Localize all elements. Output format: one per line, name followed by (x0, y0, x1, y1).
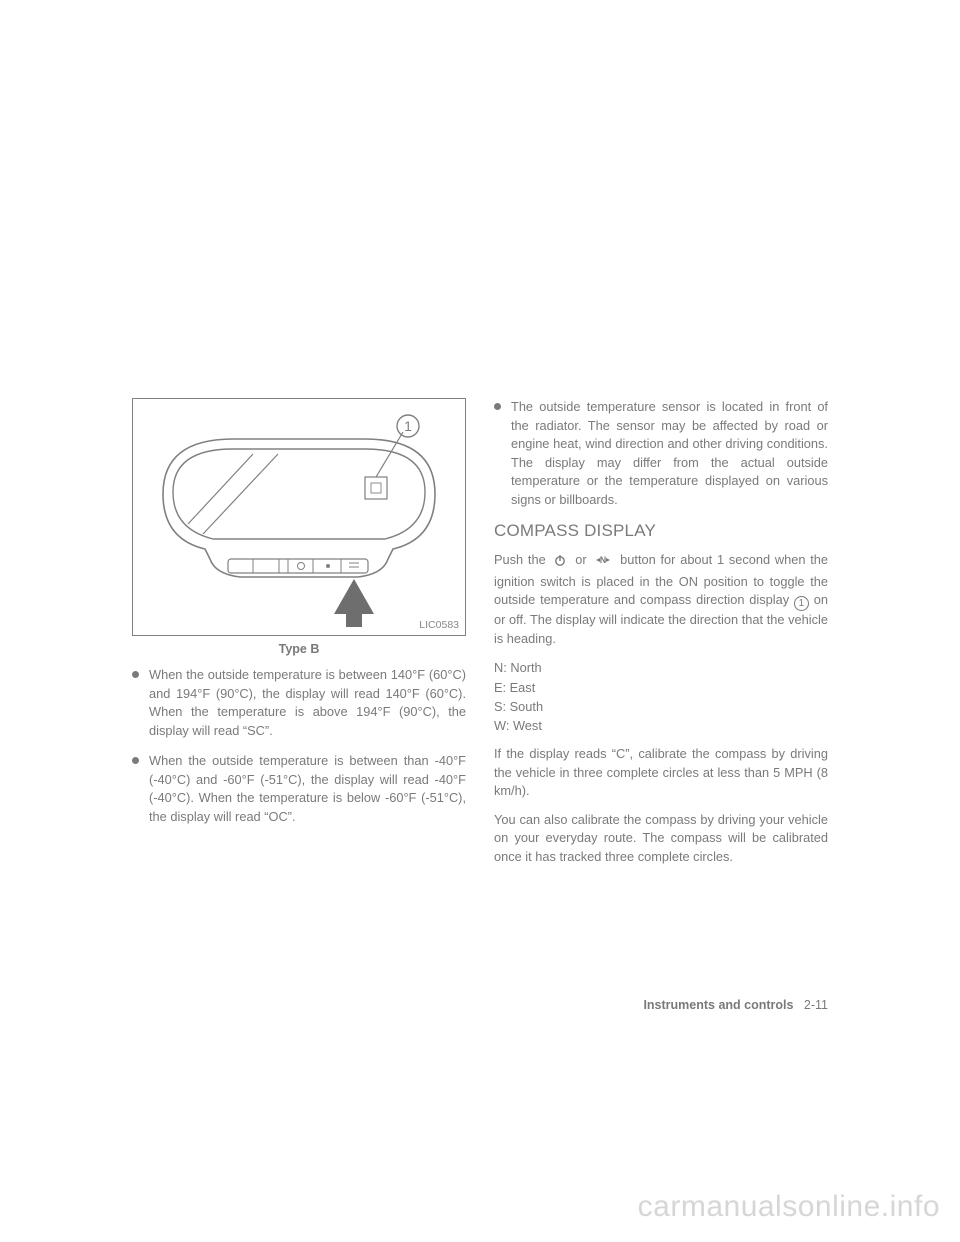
compass-n-icon: N (594, 553, 612, 573)
mirror-illustration: 1 (133, 399, 465, 635)
right-bullet-list: The outside temperature sensor is locate… (494, 398, 828, 509)
section-heading: COMPASS DISPLAY (494, 521, 828, 541)
footer-section: Instruments and controls (643, 998, 793, 1012)
compass-paragraph-2: If the display reads “C”, calibrate the … (494, 745, 828, 801)
direction-list: N: North E: East S: South W: West (494, 658, 828, 735)
text-fragment: or (575, 552, 586, 567)
two-column-layout: 1 LIC0583 Type B When the outside temper… (132, 398, 828, 877)
direction-item: W: West (494, 716, 828, 735)
circled-number: 1 (794, 596, 809, 611)
text-fragment: Push the (494, 552, 546, 567)
page-content: 1 LIC0583 Type B When the outside temper… (132, 398, 828, 877)
left-bullet-list: When the outside temperature is between … (132, 666, 466, 826)
figure-mirror: 1 LIC0583 (132, 398, 466, 636)
svg-text:N: N (600, 555, 607, 565)
power-icon (553, 553, 567, 573)
direction-item: N: North (494, 658, 828, 677)
direction-item: E: East (494, 678, 828, 697)
bullet-text: When the outside temperature is between … (149, 666, 466, 740)
compass-paragraph-3: You can also calibrate the compass by dr… (494, 811, 828, 867)
list-item: When the outside temperature is between … (132, 666, 466, 740)
list-item: When the outside temperature is between … (132, 752, 466, 826)
bullet-icon (132, 757, 139, 764)
figure-caption: Type B (132, 642, 466, 656)
footer-page: 2-11 (804, 998, 828, 1012)
compass-paragraph-1: Push the or N button for about 1 second … (494, 551, 828, 648)
page-footer: Instruments and controls 2-11 (643, 998, 828, 1012)
bullet-icon (132, 671, 139, 678)
bullet-text: The outside temperature sensor is locate… (511, 398, 828, 509)
callout-number: 1 (404, 418, 412, 434)
list-item: The outside temperature sensor is locate… (494, 398, 828, 509)
bullet-text: When the outside temperature is between … (149, 752, 466, 826)
watermark-text: carmanualsonline.info (638, 1190, 940, 1224)
bullet-icon (494, 403, 501, 410)
left-column: 1 LIC0583 Type B When the outside temper… (132, 398, 466, 877)
right-column: The outside temperature sensor is locate… (494, 398, 828, 877)
direction-item: S: South (494, 697, 828, 716)
figure-code: LIC0583 (419, 619, 459, 631)
